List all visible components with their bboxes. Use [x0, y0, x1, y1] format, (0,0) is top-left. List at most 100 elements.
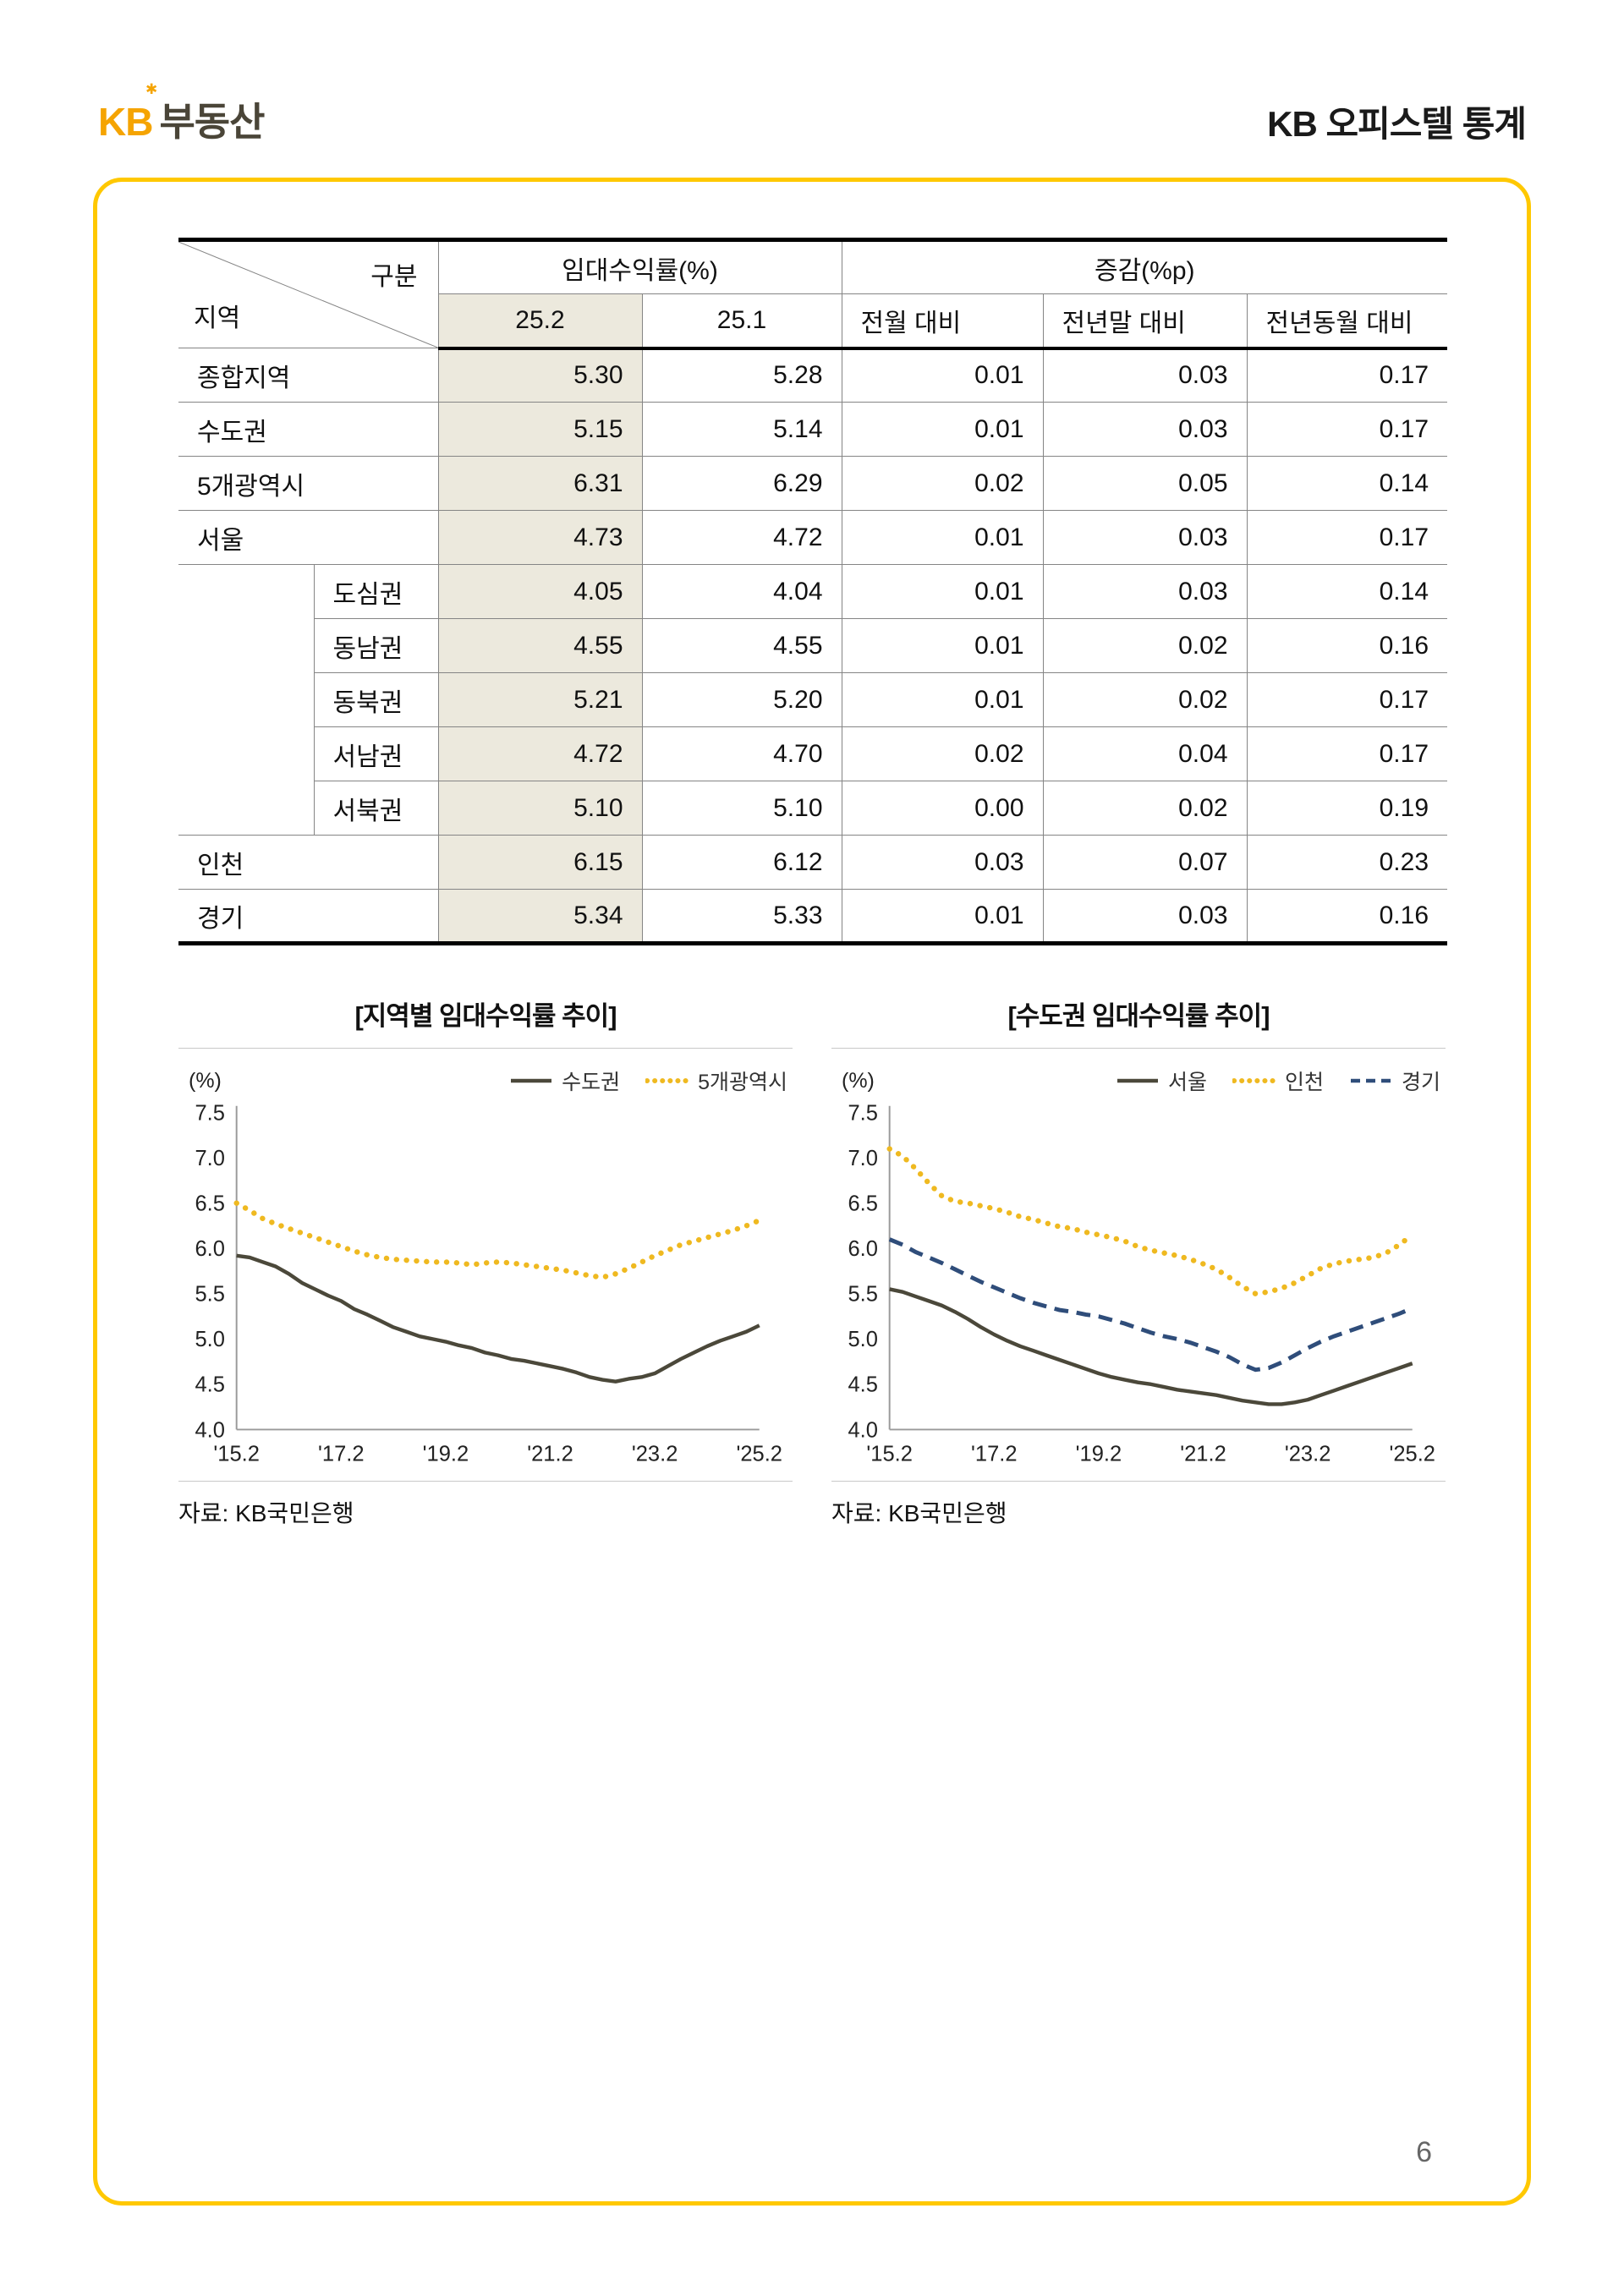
value-cell: 5.21 — [437, 672, 643, 727]
value-cell: 0.03 — [1042, 402, 1248, 457]
region-group-spacer — [178, 564, 315, 836]
chart-head: (%) 수도권 5개광역시 — [178, 1049, 793, 1098]
chart-series — [236, 1253, 760, 1384]
legend-label: 경기 — [1401, 1071, 1440, 1094]
table-row: 경기 5.34 5.33 0.01 0.03 0.16 — [178, 889, 1448, 944]
table-row: 인천 6.15 6.12 0.03 0.07 0.23 — [178, 835, 1448, 890]
value-cell: 0.02 — [1042, 618, 1248, 673]
value-cell: 6.15 — [437, 835, 643, 890]
stats-table: 구분 지역 임대수익률(%) 증감(%p) 25.2 25.1 전월 대비 전년… — [178, 238, 1448, 945]
page-number: 6 — [1416, 2136, 1432, 2168]
line-chart: 7.5 7.0 6.5 6.0 5.5 5.0 4.5 4.0'15.2 '17.2 '19.2 '… — [195, 1101, 783, 1466]
region-cell: 수도권 — [178, 402, 439, 457]
chart-legend: 서울 인천 경기 — [1116, 1066, 1440, 1096]
table-row: 동남권 4.55 4.55 0.01 0.02 0.16 — [178, 618, 1448, 673]
value-cell: 4.55 — [641, 618, 842, 673]
value-cell: 0.03 — [1042, 889, 1248, 944]
value-cell: 0.17 — [1246, 510, 1448, 565]
table-row: 도심권 4.05 4.04 0.01 0.03 0.14 — [178, 564, 1448, 836]
value-cell: 4.55 — [437, 618, 643, 673]
legend-label: 수도권 — [562, 1071, 621, 1094]
legend-line-sample — [1232, 1078, 1276, 1083]
value-cell: 4.70 — [641, 726, 842, 781]
value-cell: 5.15 — [437, 402, 643, 457]
value-cell: 0.02 — [841, 456, 1044, 511]
svg-text:'23.2: '23.2 — [632, 1443, 678, 1466]
value-cell: 0.14 — [1246, 564, 1448, 619]
kb-logo-text: KB — [98, 100, 153, 144]
value-cell: 0.00 — [841, 781, 1044, 836]
plot-area: 7.5 7.0 6.5 6.0 5.5 5.0 4.5 4.0'15.2 '17.2 '19.2 '… — [178, 1098, 793, 1481]
legend-label: 5개광역시 — [698, 1071, 787, 1094]
svg-text:'15.2: '15.2 — [213, 1443, 260, 1466]
svg-text:'17.2: '17.2 — [318, 1443, 365, 1466]
column-header-previous: 25.1 — [641, 293, 842, 350]
yield-group-header: 임대수익률(%) — [437, 239, 842, 294]
value-cell: 0.02 — [841, 726, 1044, 781]
value-cell: 0.23 — [1246, 835, 1448, 890]
chart-series — [889, 1287, 1413, 1406]
kb-logo-suffix: 부동산 — [159, 100, 265, 144]
value-cell: 5.30 — [437, 348, 643, 403]
value-cell: 5.14 — [641, 402, 842, 457]
legend-line-sample — [511, 1078, 552, 1083]
value-cell: 0.16 — [1246, 618, 1448, 673]
value-cell: 0.03 — [1042, 348, 1248, 403]
svg-text:'21.2: '21.2 — [527, 1443, 573, 1466]
y-axis-unit-label: (%) — [842, 1068, 875, 1093]
subregion-cell: 동북권 — [314, 672, 439, 727]
chart-series — [886, 1146, 1415, 1297]
svg-text:4.0: 4.0 — [848, 1418, 877, 1442]
diagonal-header-cell: 구분 지역 — [178, 239, 439, 348]
value-cell: 5.28 — [641, 348, 842, 403]
svg-text:6.0: 6.0 — [848, 1237, 877, 1261]
document-title: KB 오피스텔 통계 — [1267, 104, 1527, 144]
value-cell: 6.29 — [641, 456, 842, 511]
value-cell: 0.01 — [841, 564, 1044, 619]
svg-text:'25.2: '25.2 — [737, 1443, 783, 1466]
value-cell: 0.04 — [1042, 726, 1248, 781]
divider — [831, 1048, 1446, 1049]
table-row: 서북권 5.10 5.10 0.00 0.02 0.19 — [178, 781, 1448, 836]
table-row: 종합지역 5.30 5.28 0.01 0.03 0.17 — [178, 348, 1448, 403]
legend-item: 5개광역시 — [645, 1066, 787, 1096]
chart-title: [지역별 임대수익률 추이] — [354, 1001, 617, 1031]
legend-line-sample — [1350, 1078, 1391, 1083]
svg-text:5.0: 5.0 — [848, 1328, 877, 1351]
value-cell: 6.12 — [641, 835, 842, 890]
value-cell: 0.01 — [841, 672, 1044, 727]
value-cell: 0.17 — [1246, 672, 1448, 727]
region-cell: 종합지역 — [178, 348, 439, 403]
table-header-row: 구분 지역 임대수익률(%) 증감(%p) — [178, 239, 1448, 348]
svg-text:'21.2: '21.2 — [1180, 1443, 1226, 1466]
chart-block: [지역별 임대수익률 추이] (%) 수도권 5개광역시 7.5 7.0 6.5 6.0… — [178, 995, 793, 1529]
value-cell: 0.17 — [1246, 726, 1448, 781]
line-chart: 7.5 7.0 6.5 6.0 5.5 5.0 4.5 4.0'15.2 '17.2 '19.2 '… — [848, 1101, 1435, 1466]
subregion-cell: 도심권 — [313, 564, 439, 619]
chart-series — [888, 1237, 1413, 1373]
svg-text:'23.2: '23.2 — [1285, 1443, 1331, 1466]
legend-item: 인천 — [1232, 1066, 1324, 1096]
svg-text:4.5: 4.5 — [848, 1373, 877, 1397]
kb-logo: ✱ KB 부동산 — [98, 81, 265, 147]
svg-text:7.0: 7.0 — [195, 1147, 224, 1170]
chart-title: [수도권 임대수익률 추이] — [1007, 1001, 1270, 1031]
value-cell: 0.03 — [841, 835, 1044, 890]
svg-text:'17.2: '17.2 — [971, 1443, 1018, 1466]
table-subheader-row: 25.2 25.1 전월 대비 전년말 대비 전년동월 대비 — [178, 293, 1448, 350]
table-row: 서남권 4.72 4.70 0.02 0.04 0.17 — [178, 726, 1448, 781]
value-cell: 0.02 — [1042, 672, 1248, 727]
region-cell: 5개광역시 — [178, 456, 439, 511]
table-row: 서울 4.73 4.72 0.01 0.03 0.17 — [178, 510, 1448, 565]
svg-text:'19.2: '19.2 — [423, 1443, 469, 1466]
legend-item: 경기 — [1349, 1066, 1440, 1096]
table-row: 5개광역시 6.31 6.29 0.02 0.05 0.14 — [178, 456, 1448, 511]
legend-item: 서울 — [1116, 1066, 1207, 1096]
chart-head: (%) 서울 인천 경기 — [831, 1049, 1446, 1098]
region-cell: 서울 — [178, 510, 439, 565]
column-header-current: 25.2 — [438, 293, 643, 350]
value-cell: 4.73 — [437, 510, 643, 565]
value-cell: 5.10 — [641, 781, 842, 836]
column-header-mom: 전월 대비 — [841, 293, 1044, 350]
svg-text:6.5: 6.5 — [848, 1192, 877, 1216]
